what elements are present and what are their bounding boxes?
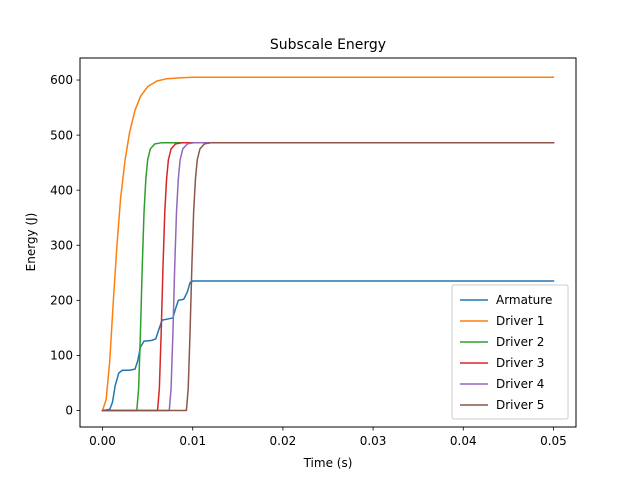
x-tick-label: 0.02 — [270, 434, 297, 448]
series-layer — [101, 76, 555, 412]
legend: Armature Driver 1 Driver 2 Driver 3 Driver 4… — [451, 284, 569, 420]
series-line-driver-5 — [101, 142, 555, 412]
series-line-driver-2 — [101, 142, 555, 412]
chart-title: Subscale Energy — [270, 37, 386, 53]
y-axis: 0 100 200 300 400 500 600 — [50, 73, 80, 418]
x-tick-label: 0.00 — [89, 434, 116, 448]
x-tick-label: 0.05 — [540, 434, 567, 448]
y-tick-label: 500 — [50, 128, 73, 142]
x-tick-label: 0.03 — [360, 434, 387, 448]
x-tick-label: 0.01 — [179, 434, 206, 448]
series-line-armature — [101, 280, 555, 412]
y-axis-label: Energy (J) — [24, 213, 38, 272]
series-line-driver-4 — [101, 142, 555, 412]
legend-entry: Driver 4 — [496, 377, 544, 391]
legend-entry: Driver 2 — [496, 335, 544, 349]
legend-entry: Driver 3 — [496, 356, 544, 370]
y-tick-label: 100 — [50, 349, 73, 363]
series-line-driver-1 — [101, 76, 555, 412]
y-tick-label: 0 — [65, 404, 73, 418]
x-tick-label: 0.04 — [450, 434, 477, 448]
legend-entry: Driver 5 — [496, 398, 544, 412]
y-tick-label: 600 — [50, 73, 73, 87]
y-tick-label: 300 — [50, 238, 73, 252]
plot-frame — [79, 57, 577, 428]
series-line-driver-3 — [101, 142, 555, 412]
legend-entry: Driver 1 — [496, 314, 544, 328]
y-tick-label: 200 — [50, 294, 73, 308]
x-axis-label: Time (s) — [303, 456, 353, 470]
y-tick-label: 400 — [50, 183, 73, 197]
legend-box — [451, 284, 569, 420]
legend-entry: Armature — [496, 293, 552, 307]
x-axis: 0.00 0.01 0.02 0.03 0.04 0.05 — [89, 427, 567, 448]
